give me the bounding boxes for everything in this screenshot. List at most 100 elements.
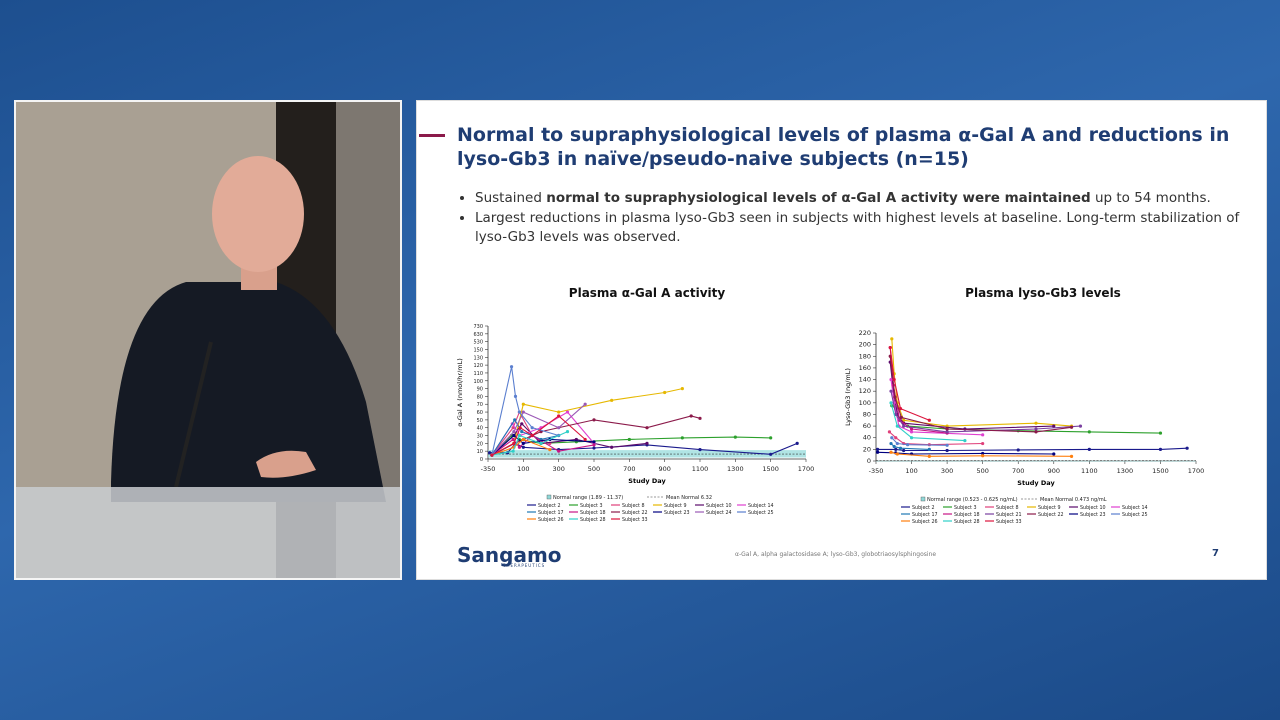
- legend-label: Subject 25: [1122, 512, 1148, 518]
- series-line: [889, 362, 1054, 430]
- normal-range-band: [876, 460, 1196, 462]
- data-point: [521, 437, 525, 442]
- data-point: [889, 401, 893, 405]
- data-point: [512, 433, 516, 438]
- data-point: [894, 436, 898, 440]
- x-tick-label: 100: [517, 465, 529, 473]
- x-tick-label: 900: [658, 465, 670, 473]
- legend-label: Normal range (1.89 - 11.37): [553, 495, 623, 501]
- data-point: [895, 424, 899, 428]
- bullet-text: normal to supraphysiological levels of α…: [546, 190, 1091, 206]
- data-point: [894, 447, 898, 451]
- data-point: [487, 451, 492, 455]
- y-tick-label: 70: [477, 402, 483, 408]
- bullet-text: up to 54 months.: [1090, 190, 1211, 206]
- y-tick-label: 120: [473, 363, 483, 369]
- podium: [16, 487, 400, 578]
- legend-swatch: [920, 496, 926, 502]
- legend-label: Subject 17: [538, 510, 564, 516]
- data-point: [565, 430, 570, 434]
- y-tick-label: 40: [863, 434, 871, 442]
- data-point: [887, 430, 892, 434]
- x-tick-label: -350: [869, 467, 884, 475]
- x-tick-label: 500: [588, 465, 600, 473]
- logo: Sangamo: [457, 543, 562, 567]
- data-point: [981, 454, 985, 458]
- legend-label: Subject 8: [622, 503, 645, 509]
- legend-label: Subject 9: [1038, 505, 1061, 511]
- y-tick-label: 90: [477, 387, 483, 393]
- data-point: [889, 441, 893, 446]
- y-tick-label: 200: [859, 341, 871, 349]
- bullet-text: Largest reductions in plasma lyso-Gb3 se…: [475, 210, 1240, 245]
- data-point: [520, 422, 524, 426]
- series-line: [491, 415, 586, 456]
- data-point: [512, 441, 516, 445]
- y-tick-label: 150: [473, 347, 483, 353]
- x-tick-label: -350: [481, 465, 496, 473]
- legend-label: Subject 24: [706, 510, 732, 516]
- data-point: [512, 430, 516, 434]
- legend-label: Mean Normal 0.473 ng/mL: [1040, 497, 1107, 503]
- series-line: [889, 347, 930, 421]
- data-point: [1158, 447, 1163, 451]
- x-tick-label: 500: [976, 467, 988, 475]
- x-tick-label: 100: [905, 467, 917, 475]
- data-point: [1185, 446, 1189, 450]
- legend-label: Subject 10: [1080, 505, 1106, 511]
- x-axis-label: Study Day: [1017, 479, 1055, 487]
- y-tick-label: 220: [859, 329, 871, 337]
- data-point: [1069, 425, 1074, 429]
- data-point: [583, 437, 587, 442]
- chart-title: Plasma α-Gal A activity: [569, 286, 726, 300]
- data-point: [698, 416, 702, 420]
- data-point: [892, 444, 896, 449]
- x-tick-label: 1500: [1152, 467, 1169, 475]
- legend-label: Subject 18: [580, 510, 606, 516]
- y-tick-label: 0: [480, 457, 483, 463]
- data-point: [769, 452, 773, 456]
- data-point: [511, 437, 515, 442]
- bullet: Largest reductions in plasma lyso-Gb3 se…: [475, 209, 1245, 247]
- data-point: [521, 410, 525, 414]
- page-number: 7: [1212, 548, 1219, 559]
- series-line: [491, 434, 595, 456]
- presenter-head: [212, 156, 304, 272]
- legend-label: Subject 22: [1038, 512, 1064, 518]
- data-point: [1052, 452, 1056, 456]
- data-point: [909, 427, 914, 431]
- data-point: [898, 446, 903, 450]
- x-tick-label: 300: [941, 467, 953, 475]
- series-line: [890, 391, 1081, 433]
- y-tick-label: 110: [473, 371, 483, 377]
- data-point: [521, 402, 525, 406]
- y-axis-label: Lyso-Gb3 (ng/mL): [844, 368, 852, 426]
- data-point: [895, 452, 899, 456]
- legend-label: Subject 3: [954, 505, 977, 511]
- data-point: [889, 450, 893, 454]
- y-tick-label: 100: [473, 379, 483, 385]
- y-tick-label: 80: [863, 410, 871, 418]
- y-tick-label: 0: [867, 457, 871, 465]
- data-point: [981, 433, 985, 437]
- data-point: [530, 426, 534, 430]
- data-point: [795, 441, 799, 445]
- legend-label: Mean Normal 6.32: [666, 495, 712, 501]
- data-point: [890, 436, 894, 440]
- series-line: [891, 437, 948, 446]
- y-tick-label: 60: [477, 410, 483, 416]
- data-point: [521, 445, 525, 449]
- data-point: [981, 441, 985, 446]
- legend-label: Subject 14: [748, 503, 774, 509]
- data-point: [1034, 427, 1038, 431]
- data-point: [663, 390, 667, 395]
- slide: Normal to supraphysiological levels of p…: [416, 100, 1267, 580]
- data-point: [689, 414, 693, 418]
- data-point: [909, 436, 914, 440]
- data-point: [892, 377, 896, 382]
- data-point: [1069, 454, 1074, 458]
- data-point: [906, 443, 910, 447]
- legend-label: Subject 33: [622, 517, 648, 523]
- data-point: [769, 436, 773, 440]
- y-tick-label: 10: [477, 449, 483, 455]
